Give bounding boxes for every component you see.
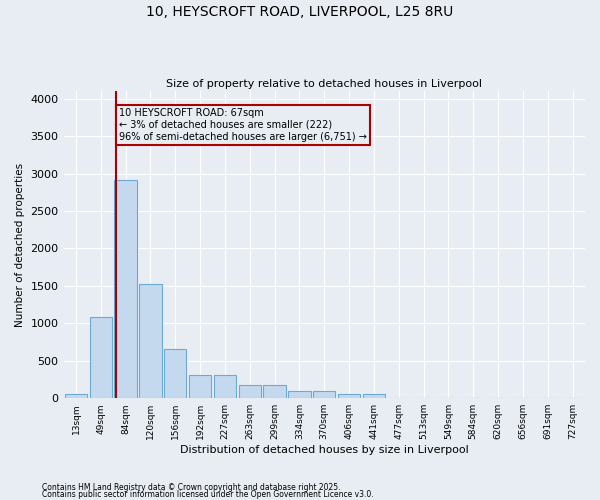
Text: 10 HEYSCROFT ROAD: 67sqm
← 3% of detached houses are smaller (222)
96% of semi-d: 10 HEYSCROFT ROAD: 67sqm ← 3% of detache… <box>119 108 367 142</box>
Text: Contains HM Land Registry data © Crown copyright and database right 2025.: Contains HM Land Registry data © Crown c… <box>42 484 341 492</box>
Bar <box>338 394 360 398</box>
Bar <box>89 316 112 398</box>
Bar <box>139 284 161 398</box>
Bar <box>288 391 311 398</box>
X-axis label: Distribution of detached houses by size in Liverpool: Distribution of detached houses by size … <box>180 445 469 455</box>
Y-axis label: Number of detached properties: Number of detached properties <box>15 162 25 327</box>
Text: Contains public sector information licensed under the Open Government Licence v3: Contains public sector information licen… <box>42 490 374 499</box>
Bar <box>65 394 87 398</box>
Bar <box>363 394 385 398</box>
Bar <box>214 374 236 398</box>
Bar <box>189 375 211 398</box>
Bar <box>239 385 261 398</box>
Bar <box>313 390 335 398</box>
Text: 10, HEYSCROFT ROAD, LIVERPOOL, L25 8RU: 10, HEYSCROFT ROAD, LIVERPOOL, L25 8RU <box>146 5 454 19</box>
Bar <box>164 349 187 398</box>
Bar <box>115 180 137 398</box>
Bar <box>263 386 286 398</box>
Title: Size of property relative to detached houses in Liverpool: Size of property relative to detached ho… <box>166 79 482 89</box>
